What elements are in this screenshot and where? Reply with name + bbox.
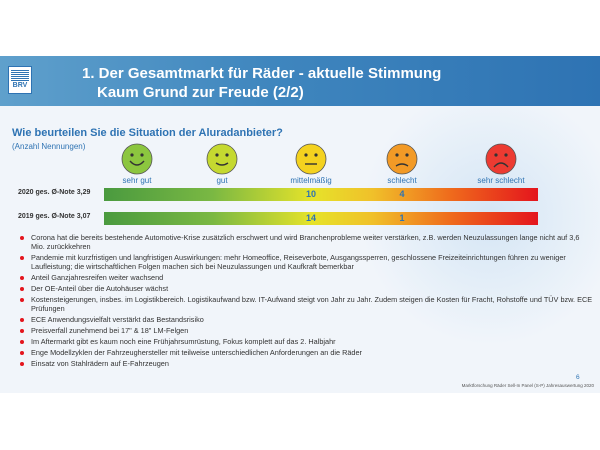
list-item: Preisverfall zunehmend bei 17" & 18" LM-…	[18, 326, 593, 335]
count-2020-medium: 10	[305, 189, 316, 199]
list-item: Im Aftermarkt gibt es kaum noch eine Frü…	[18, 337, 593, 346]
slide-title: 1. Der Gesamtmarkt für Räder - aktuelle …	[82, 65, 442, 82]
face-fill	[485, 143, 517, 175]
face-fill	[206, 143, 238, 175]
row-label-2019: 2019 ges. Ø-Note 3,07	[18, 213, 91, 220]
logo-text: BRV	[12, 82, 28, 89]
rating-bar-2020	[104, 188, 538, 201]
scale-label-bad: schlecht	[387, 176, 417, 185]
sad-face-icon	[386, 143, 418, 175]
list-item: ECE Anwendungsvielfalt verstärkt das Bes…	[18, 315, 593, 324]
source-note: Marktforschung Räder Sell-In Panel (S-P)…	[461, 383, 594, 388]
slide: BRV 1. Der Gesamtmarkt für Räder - aktue…	[0, 56, 600, 393]
face-fill	[386, 143, 418, 175]
face-fill	[295, 143, 327, 175]
slide-subtitle: Kaum Grund zur Freude (2/2)	[97, 84, 304, 101]
count-2020-bad: 4	[399, 189, 405, 199]
findings-list: Corona hat die bereits bestehende Automo…	[18, 233, 593, 370]
list-item: Der OE-Anteil über die Autohäuser wächst	[18, 284, 593, 293]
survey-question: Wie beurteilen Sie die Situation der Alu…	[12, 127, 283, 139]
scale-label-very-good: sehr gut	[122, 176, 152, 185]
row-label-2020: 2020 ges. Ø-Note 3,29	[18, 189, 91, 196]
scale-label-very-bad: sehr schlecht	[477, 176, 525, 185]
list-item: Einsatz von Stahlrädern auf E-Fahrzeugen	[18, 359, 593, 368]
face-fill	[121, 143, 153, 175]
header-bar: BRV 1. Der Gesamtmarkt für Räder - aktue…	[0, 56, 600, 106]
list-item: Pandemie mit kurzfristigen und langfrist…	[18, 253, 593, 272]
count-2019-medium: 14	[305, 213, 316, 223]
brv-logo: BRV	[8, 66, 32, 94]
rating-bar-2019	[104, 212, 538, 225]
list-item: Kostensteigerungen, insbes. im Logistikb…	[18, 295, 593, 314]
neutral-face-icon	[295, 143, 327, 175]
very-sad-face-icon	[485, 143, 517, 175]
happy-face-icon	[206, 143, 238, 175]
list-item: Enge Modellzyklen der Fahrzeughersteller…	[18, 348, 593, 357]
scale-label-medium: mittelmäßig	[290, 176, 332, 185]
page-number: 6	[576, 374, 580, 381]
logo-stripes	[11, 69, 29, 81]
count-2019-bad: 1	[399, 213, 405, 223]
list-item: Anteil Ganzjahresreifen weiter wachsend	[18, 273, 593, 282]
list-item: Corona hat die bereits bestehende Automo…	[18, 233, 593, 252]
very-happy-face-icon	[121, 143, 153, 175]
survey-question-note: (Anzahl Nennungen)	[12, 142, 86, 151]
scale-label-good: gut	[216, 176, 228, 185]
